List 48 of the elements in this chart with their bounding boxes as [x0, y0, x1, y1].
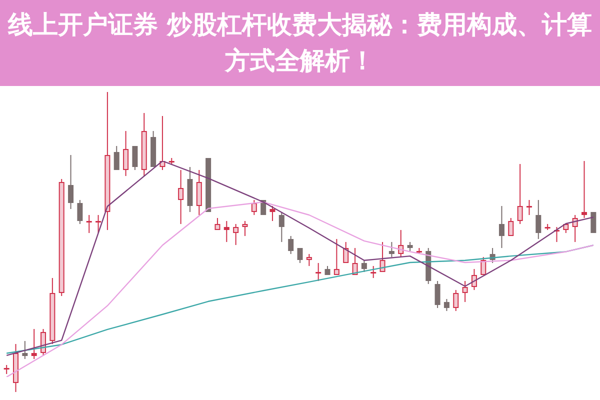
candlestick — [233, 224, 239, 246]
candlestick — [50, 278, 56, 344]
chart-title: 线上开户证券 炒股杠杆收费大揭秘：费用构成、计算方式全解析！ — [0, 0, 600, 86]
candlestick — [242, 220, 248, 236]
candlestick — [434, 280, 440, 308]
candlestick — [22, 340, 28, 360]
candlestick — [498, 206, 504, 248]
candlestick — [536, 200, 542, 240]
candlestick — [104, 92, 110, 230]
candlestick — [306, 254, 312, 266]
candlestick — [13, 344, 19, 392]
candlestick — [453, 290, 459, 312]
candlestick — [444, 298, 450, 312]
candlestick — [187, 166, 193, 212]
candlestick — [224, 220, 230, 242]
candlestick — [141, 112, 147, 176]
candlestick — [251, 200, 257, 216]
candlestick — [114, 146, 120, 170]
candlestick — [31, 328, 37, 360]
candlestick — [462, 280, 468, 302]
candlestick — [508, 218, 514, 236]
candlestick — [526, 200, 532, 216]
candlestick — [388, 242, 394, 258]
candlestick — [288, 236, 294, 254]
candlestick — [68, 154, 74, 210]
candlestick — [297, 248, 303, 264]
candlestick — [86, 214, 92, 234]
candlestick — [150, 130, 156, 167]
candlestick — [581, 160, 587, 218]
candlestick — [160, 116, 166, 170]
candlestick — [370, 266, 376, 278]
candlestick — [77, 200, 83, 224]
candlestick — [278, 212, 284, 242]
candlestick — [343, 242, 349, 263]
candlestick — [123, 130, 129, 176]
candlestick — [58, 178, 64, 296]
candlestick — [132, 146, 138, 170]
candlestick — [563, 224, 569, 234]
candlestick — [214, 218, 220, 230]
candlestick — [196, 170, 202, 216]
candlestick — [324, 266, 330, 275]
candlestick — [316, 262, 322, 282]
candlestick — [96, 214, 102, 234]
candlestick — [270, 206, 276, 222]
candlestick — [517, 164, 523, 224]
candlestick — [334, 238, 340, 275]
candlestick — [407, 242, 413, 252]
candlestick — [178, 170, 184, 224]
